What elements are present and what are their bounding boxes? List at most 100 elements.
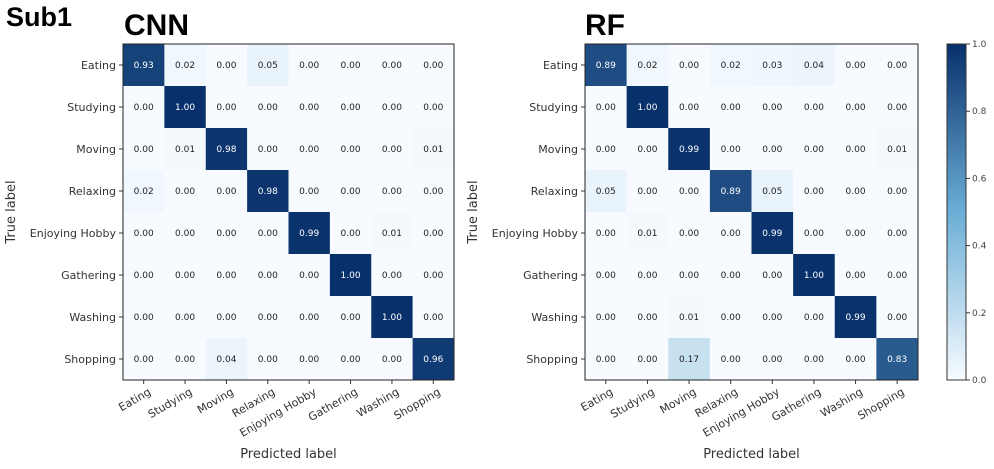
heatmap-cell — [585, 296, 627, 339]
y-tick-label: Washing — [531, 311, 578, 324]
cell-value-label: 0.00 — [382, 103, 402, 113]
colorbar-gradient — [946, 43, 967, 381]
cell-value-label: 0.00 — [341, 313, 361, 323]
heatmap-cell — [876, 296, 919, 339]
heatmap-cell — [585, 254, 627, 297]
cell-value-label: 0.89 — [596, 61, 616, 71]
colorbar-tick-label: 0.2 — [972, 309, 986, 319]
heatmap-cell — [371, 170, 413, 213]
cell-value-label: 0.00 — [637, 187, 657, 197]
heatmap-cell — [205, 170, 248, 213]
y-tick-label: Moving — [76, 143, 116, 156]
heatmap-cell — [751, 296, 794, 339]
heatmap-cell — [834, 212, 877, 255]
heatmap-cell — [164, 128, 207, 171]
cell-value-label: 0.00 — [341, 103, 361, 113]
cell-value-label: 0.98 — [258, 187, 278, 197]
cell-value-label: 0.00 — [804, 145, 824, 155]
cell-value-label: 0.00 — [299, 103, 319, 113]
cell-value-label: 0.02 — [134, 187, 154, 197]
heatmap-cell — [288, 86, 331, 129]
heatmap-cell — [123, 338, 165, 381]
cell-value-label: 0.00 — [762, 271, 782, 281]
heatmap-cell — [164, 170, 207, 213]
cell-value-label: 0.02 — [637, 61, 657, 71]
cell-value-label: 0.00 — [216, 271, 236, 281]
heatmap-cell — [164, 338, 207, 381]
cell-value-label: 0.00 — [596, 103, 616, 113]
cell-value-label: 0.00 — [762, 145, 782, 155]
heatmap-cell — [412, 44, 455, 87]
cell-value-label: 0.00 — [258, 229, 278, 239]
heatmap-cell — [626, 296, 669, 339]
heatmap-cell — [876, 212, 919, 255]
heatmap-cell — [751, 44, 794, 87]
cell-value-label: 0.00 — [596, 313, 616, 323]
heatmap-cell — [834, 296, 877, 339]
x-axis-label: Predicted label — [703, 447, 800, 462]
cell-value-label: 0.98 — [216, 145, 236, 155]
heatmap-cell — [329, 44, 372, 87]
heatmap-cell — [371, 44, 413, 87]
heatmap-cell — [668, 296, 711, 339]
cell-value-label: 0.00 — [216, 103, 236, 113]
cell-value-label: 0.00 — [423, 229, 443, 239]
cell-value-label: 0.00 — [134, 355, 154, 365]
cell-value-label: 0.00 — [134, 103, 154, 113]
cell-value-label: 0.00 — [216, 313, 236, 323]
cell-value-label: 0.00 — [804, 103, 824, 113]
heatmap-cell — [288, 170, 331, 213]
heatmap-cell — [371, 296, 413, 339]
y-tick-label: Studying — [67, 101, 116, 114]
heatmap-cell — [751, 128, 794, 171]
heatmap-cell — [626, 44, 669, 87]
cell-value-label: 0.00 — [846, 103, 866, 113]
heatmap-cell — [793, 212, 836, 255]
cell-value-label: 0.00 — [596, 271, 616, 281]
cell-value-label: 0.00 — [299, 61, 319, 71]
heatmap-cell — [834, 44, 877, 87]
cell-value-label: 0.00 — [299, 271, 319, 281]
cell-value-label: 0.00 — [423, 61, 443, 71]
heatmap-cell — [205, 254, 248, 297]
cell-value-label: 0.00 — [258, 313, 278, 323]
cell-value-label: 0.99 — [846, 313, 866, 323]
heatmap-cell — [288, 338, 331, 381]
cell-value-label: 0.00 — [134, 313, 154, 323]
y-tick-label: Eating — [81, 59, 116, 72]
cell-value-label: 0.04 — [804, 61, 824, 71]
figure-label: Sub1 — [6, 2, 72, 32]
heatmap-cell — [709, 338, 752, 381]
heatmap-cell — [205, 338, 248, 381]
cell-value-label: 0.00 — [341, 145, 361, 155]
cell-value-label: 0.00 — [637, 145, 657, 155]
cell-value-label: 0.02 — [175, 61, 195, 71]
cell-value-label: 0.03 — [762, 61, 782, 71]
cell-value-label: 0.00 — [423, 271, 443, 281]
cell-value-label: 0.05 — [258, 61, 278, 71]
cell-value-label: 0.00 — [258, 355, 278, 365]
heatmap-cell — [123, 212, 165, 255]
cell-value-label: 0.00 — [846, 61, 866, 71]
heatmap-cell — [834, 338, 877, 381]
heatmap-cell — [876, 86, 919, 129]
cell-value-label: 0.00 — [804, 355, 824, 365]
x-tick-label: Studying — [146, 385, 195, 421]
heatmap-cell — [123, 86, 165, 129]
plot-frame — [122, 43, 455, 381]
y-tick-label: Moving — [538, 143, 578, 156]
heatmap-cell — [585, 86, 627, 129]
y-tick-label: Shopping — [64, 353, 116, 366]
cell-value-label: 0.02 — [721, 61, 741, 71]
heatmap-cell — [626, 128, 669, 171]
cell-value-label: 0.00 — [637, 355, 657, 365]
cell-value-label: 0.00 — [299, 313, 319, 323]
y-tick-label: Gathering — [61, 269, 116, 282]
heatmap-cell — [329, 86, 372, 129]
heatmap-cell — [834, 254, 877, 297]
heatmap-cell — [668, 338, 711, 381]
cnn-confusion-matrix: CNN 0.93 0.02 0.00 0.05 0.00 0.00 0.00 0.00 0.00 1… — [4, 9, 455, 462]
cell-value-label: 0.00 — [637, 313, 657, 323]
heatmap-cell — [412, 296, 455, 339]
heatmap-cell — [205, 128, 248, 171]
